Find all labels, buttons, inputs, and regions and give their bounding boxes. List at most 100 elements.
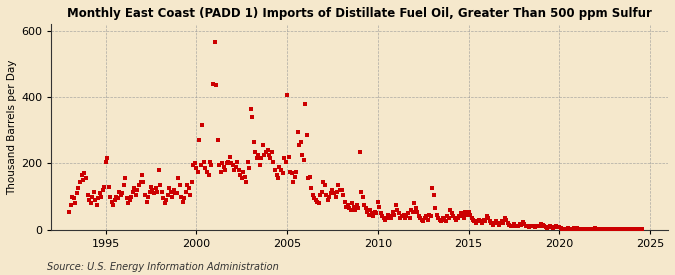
Point <box>416 218 427 222</box>
Point <box>608 227 619 231</box>
Point <box>329 191 340 196</box>
Point <box>234 168 244 172</box>
Point <box>549 225 560 230</box>
Point <box>315 193 326 197</box>
Point <box>168 188 179 192</box>
Point <box>81 176 92 180</box>
Point <box>142 194 153 199</box>
Point <box>241 179 252 184</box>
Point <box>109 198 120 202</box>
Point <box>452 216 463 220</box>
Point <box>485 219 495 224</box>
Point <box>387 209 398 214</box>
Point <box>313 201 324 205</box>
Point <box>424 213 435 217</box>
Point <box>88 189 99 194</box>
Point <box>64 209 75 214</box>
Point <box>246 106 256 111</box>
Point <box>536 222 547 226</box>
Point <box>310 198 321 202</box>
Point <box>85 201 96 205</box>
Point <box>530 225 541 229</box>
Point <box>425 214 436 219</box>
Point <box>224 155 235 159</box>
Point <box>362 209 373 214</box>
Point <box>363 213 374 217</box>
Point <box>620 227 631 231</box>
Point <box>506 224 516 229</box>
Point <box>115 193 126 197</box>
Point <box>570 227 581 231</box>
Point <box>170 191 181 196</box>
Point <box>477 221 487 225</box>
Point <box>504 222 515 227</box>
Point <box>244 166 254 170</box>
Point <box>451 218 462 222</box>
Point <box>413 214 424 219</box>
Point <box>576 227 587 231</box>
Point <box>626 227 637 231</box>
Point <box>427 186 437 191</box>
Point <box>123 201 134 205</box>
Point <box>108 203 119 207</box>
Point <box>507 224 518 228</box>
Point <box>364 208 375 212</box>
Point <box>188 163 198 167</box>
Point <box>580 227 591 231</box>
Point <box>406 208 416 212</box>
Point <box>519 222 530 226</box>
Point <box>247 115 258 119</box>
Point <box>462 213 472 217</box>
Point <box>304 174 315 179</box>
Point <box>428 193 439 197</box>
Point <box>288 179 298 184</box>
Point <box>267 150 277 154</box>
Point <box>164 186 175 191</box>
Point <box>566 227 576 231</box>
Point <box>197 123 208 127</box>
Point <box>345 208 356 212</box>
Point <box>159 201 170 205</box>
Point <box>263 153 274 157</box>
Point <box>280 160 291 164</box>
Point <box>232 160 242 164</box>
Point <box>291 169 302 174</box>
Point <box>368 214 379 219</box>
Point <box>303 176 314 180</box>
Point <box>205 160 215 164</box>
Point <box>386 216 397 220</box>
Point <box>353 206 364 210</box>
Point <box>223 160 234 164</box>
Point <box>214 163 225 167</box>
Point <box>478 218 489 222</box>
Point <box>414 216 425 220</box>
Point <box>396 214 407 219</box>
Point <box>634 227 645 231</box>
Point <box>318 179 329 184</box>
Point <box>401 214 412 219</box>
Point <box>513 224 524 228</box>
Point <box>161 198 171 202</box>
Point <box>385 214 396 219</box>
Point <box>469 219 480 224</box>
Point <box>73 186 84 191</box>
Point <box>466 216 477 220</box>
Point <box>545 224 556 229</box>
Point <box>84 198 95 202</box>
Point <box>619 227 630 231</box>
Point <box>510 224 520 228</box>
Point <box>95 191 105 196</box>
Point <box>551 224 562 229</box>
Point <box>433 216 443 220</box>
Point <box>185 193 196 197</box>
Point <box>135 179 146 184</box>
Point <box>590 226 601 231</box>
Point <box>153 168 164 172</box>
Point <box>616 227 626 231</box>
Point <box>450 216 460 220</box>
Point <box>96 194 107 199</box>
Point <box>585 227 596 231</box>
Point <box>321 193 332 197</box>
Point <box>331 189 342 194</box>
Point <box>186 179 197 184</box>
